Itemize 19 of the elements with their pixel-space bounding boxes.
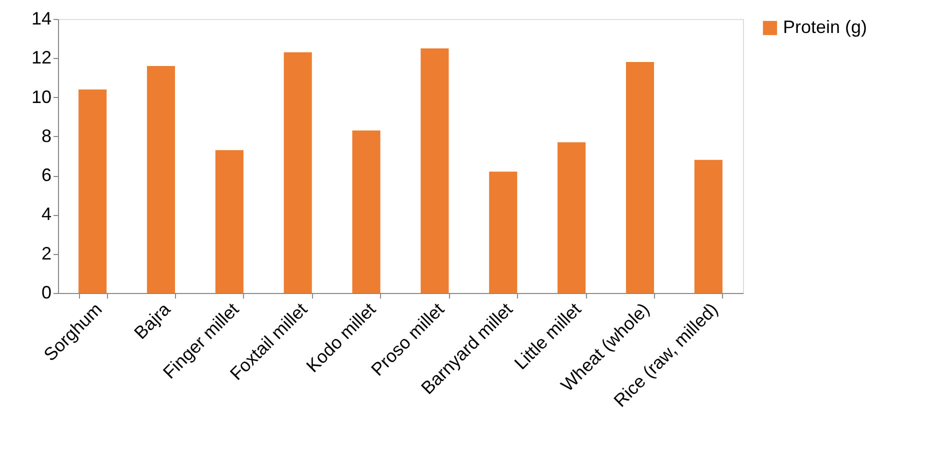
legend-label: Protein (g) xyxy=(783,17,868,37)
bar xyxy=(215,150,244,293)
bar xyxy=(78,89,107,293)
y-tick-label: 0 xyxy=(41,282,52,302)
bar xyxy=(694,160,722,293)
bar xyxy=(146,66,176,293)
y-tick-label: 10 xyxy=(31,86,52,107)
y-tick-label: 12 xyxy=(31,48,52,68)
bar xyxy=(558,142,586,293)
bar xyxy=(626,62,654,293)
bar xyxy=(489,172,518,293)
bar xyxy=(352,130,380,293)
bar xyxy=(420,48,449,293)
y-tick-label: 6 xyxy=(41,165,52,186)
y-tick-label: 8 xyxy=(41,126,52,146)
bar xyxy=(284,52,312,293)
y-tick-label: 4 xyxy=(41,204,52,224)
y-tick-label: 2 xyxy=(41,243,52,264)
y-tick-label: 14 xyxy=(31,8,52,28)
